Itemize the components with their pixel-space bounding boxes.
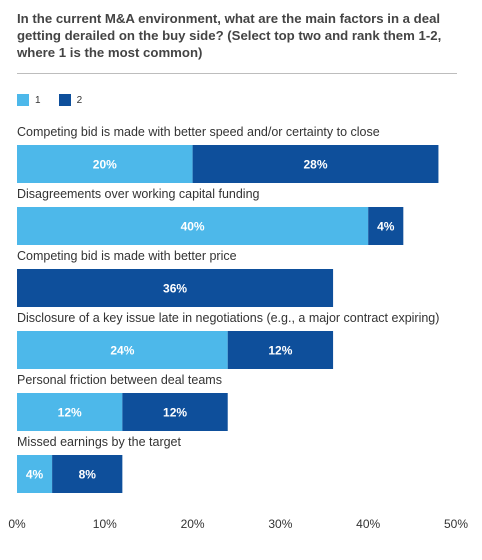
- category-label: Disagreements over working capital fundi…: [17, 187, 260, 201]
- data-label: 36%: [163, 282, 187, 296]
- bar-segment-series-2: [227, 331, 334, 369]
- data-label: 12%: [163, 406, 187, 420]
- x-tick-label: 30%: [268, 517, 292, 531]
- legend-label-1: 1: [35, 94, 41, 106]
- data-label: 8%: [79, 468, 97, 482]
- x-tick-label: 10%: [93, 517, 117, 531]
- category-label: Missed earnings by the target: [17, 435, 182, 449]
- x-tick-label: 50%: [444, 517, 468, 531]
- data-label: 40%: [181, 220, 205, 234]
- bar-segment-series-1: [17, 393, 123, 431]
- x-tick-label: 20%: [181, 517, 205, 531]
- title-divider: [17, 73, 457, 74]
- bar-segment-series-1: [17, 455, 53, 493]
- bar-segment-series-1: [17, 331, 228, 369]
- bar-segment-series-2: [17, 269, 334, 307]
- data-label: 12%: [58, 406, 82, 420]
- bar-segment-series-1: [17, 145, 193, 183]
- data-label: 12%: [268, 344, 292, 358]
- bar-segment-series-2: [52, 455, 123, 493]
- category-label: Disclosure of a key issue late in negoti…: [17, 311, 439, 325]
- chart-title: In the current M&A environment, what are…: [17, 11, 442, 60]
- legend-swatch-1: [17, 94, 29, 106]
- data-label: 4%: [377, 220, 395, 234]
- category-label: Competing bid is made with better price: [17, 249, 237, 263]
- data-label: 4%: [26, 468, 44, 482]
- category-label: Competing bid is made with better speed …: [17, 125, 380, 139]
- bar-segment-series-1: [17, 207, 369, 245]
- legend: 1 2: [17, 93, 82, 107]
- x-tick-label: 40%: [356, 517, 380, 531]
- data-label: 28%: [304, 158, 328, 172]
- bar-segment-series-2: [122, 393, 228, 431]
- legend-label-2: 2: [76, 94, 83, 106]
- bar-segment-series-2: [368, 207, 404, 245]
- legend-swatch-2: [58, 94, 71, 106]
- bar-segment-series-2: [192, 145, 439, 183]
- category-label: Personal friction between deal teams: [17, 373, 222, 387]
- data-label: 24%: [110, 344, 134, 358]
- data-label: 20%: [93, 158, 117, 172]
- x-tick-label: 0%: [8, 517, 26, 531]
